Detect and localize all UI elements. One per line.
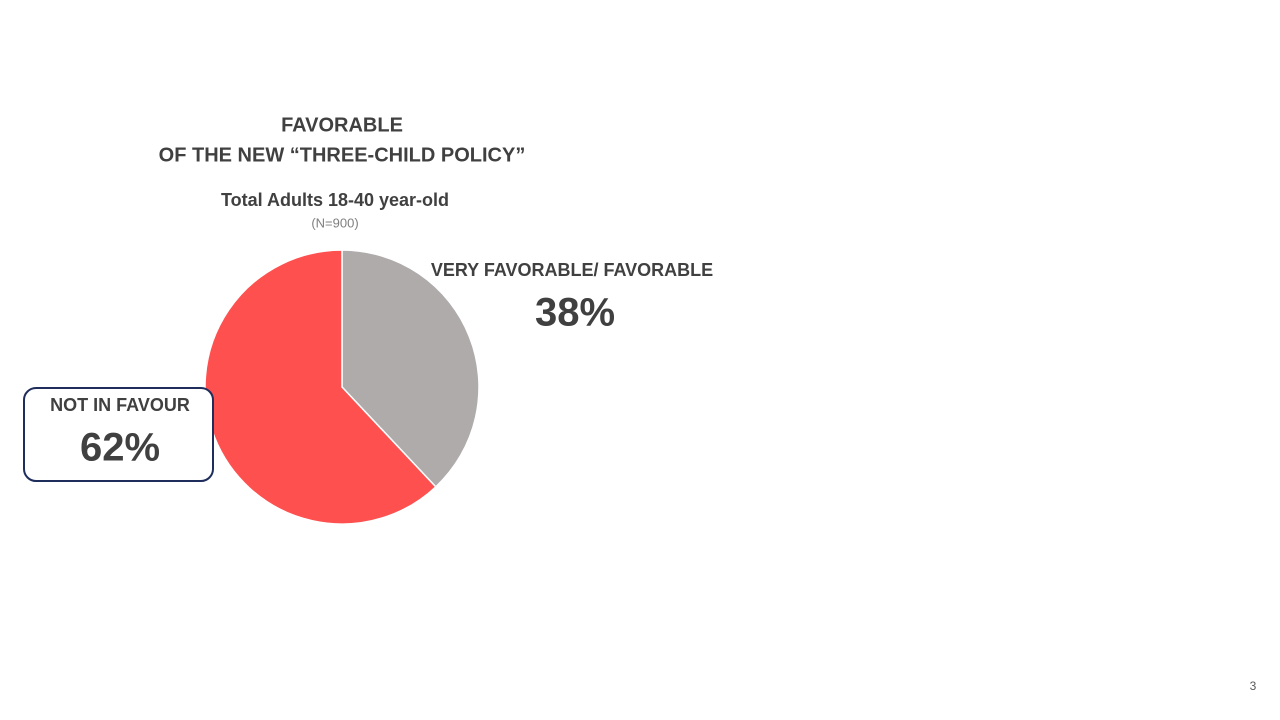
category-label: NOT IN FAVOUR <box>50 395 190 415</box>
sample-note: (N=900) <box>311 215 358 230</box>
chart-subtitle: Total Adults 18-40 year-old <box>221 190 449 210</box>
pie-slice <box>204 249 437 525</box>
pie <box>204 249 480 525</box>
value-label: 38% <box>535 291 615 335</box>
label-box <box>23 387 214 482</box>
page-number: 3 <box>1250 679 1257 693</box>
pie-slice <box>341 249 480 488</box>
category-label: VERY FAVORABLE/ FAVORABLE <box>431 260 713 280</box>
chart-title: FAVORABLE <box>281 114 403 136</box>
chart-title: OF THE NEW “THREE-CHILD POLICY” <box>159 144 526 166</box>
value-label: 62% <box>80 426 160 470</box>
labels: VERY FAVORABLE/ FAVORABLE 38% NOT IN FAVOU… <box>50 260 713 470</box>
